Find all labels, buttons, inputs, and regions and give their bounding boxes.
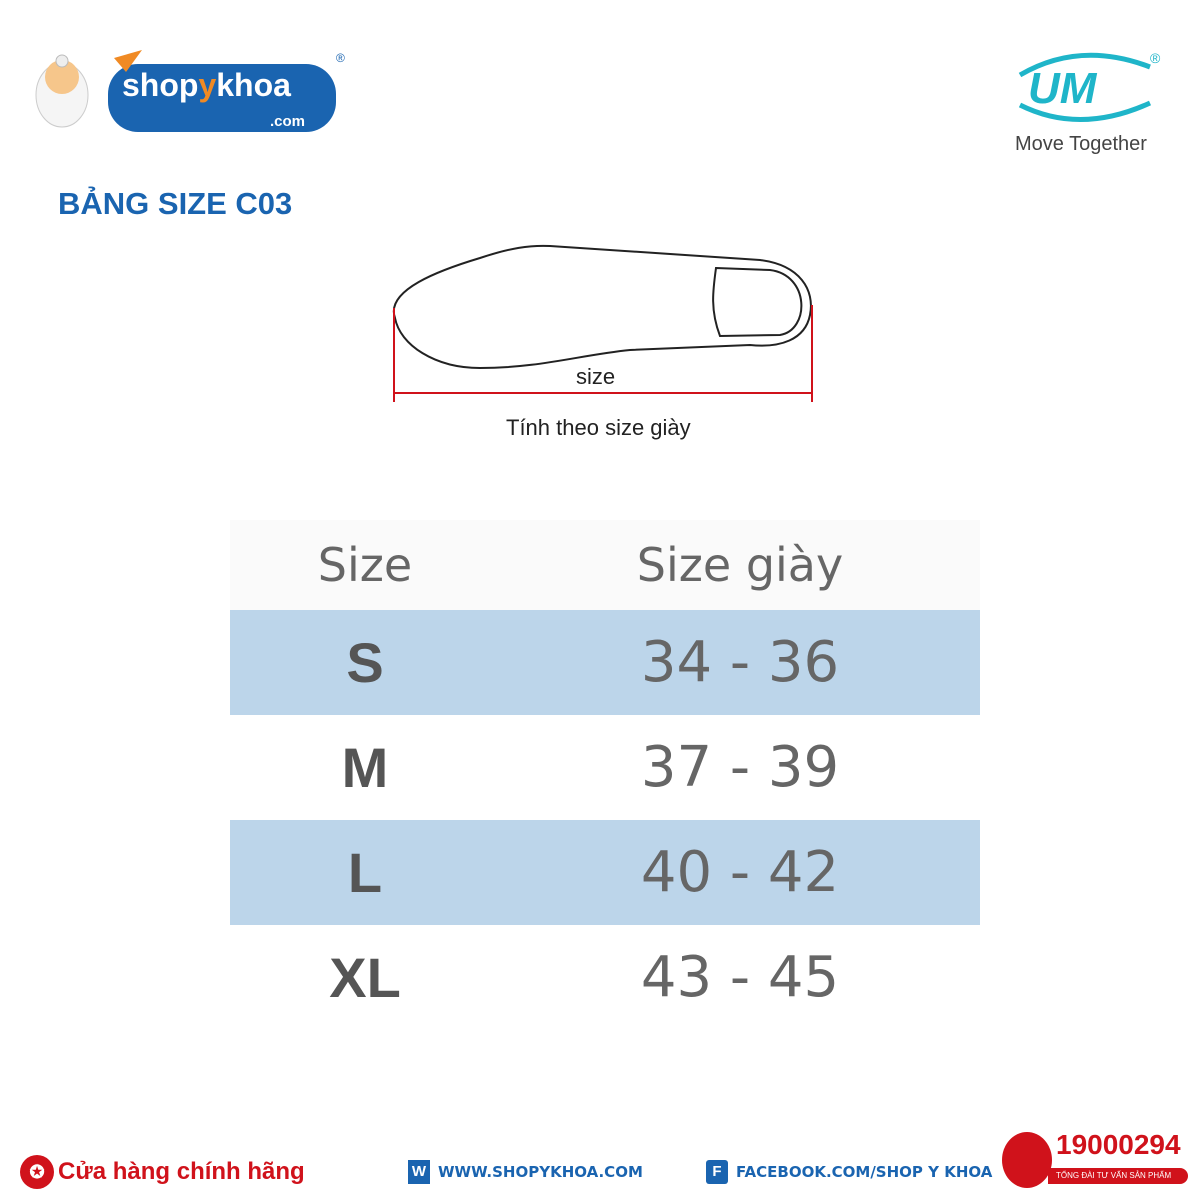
facebook-link[interactable]: FACEBOOK.COM/SHOP Y KHOA [736,1163,993,1181]
award-icon: ✪ [20,1155,54,1189]
footer-store: ✪ Cửa hàng chính hãng [20,1155,305,1189]
website-link[interactable]: WWW.SHOPYKHOA.COM [438,1163,643,1181]
um-tagline: Move Together [1015,133,1147,155]
header-shoe-size: Size giày [500,520,980,610]
table-row: M 37 - 39 [230,715,980,820]
size-table: Size Size giày S 34 - 36 M 37 - 39 L 40 … [230,520,980,1030]
shoe-size-cell: 40 - 42 [500,820,980,925]
svg-text:shopykhoa: shopykhoa [122,67,291,103]
measure-label: size [576,364,616,389]
footer-website[interactable]: W WWW.SHOPYKHOA.COM [408,1160,643,1184]
shoe-size-cell: 34 - 36 [500,610,980,715]
shopykhoa-logo: shopykhoa .com ® [30,40,350,140]
doctor-mascot-icon [1002,1132,1052,1188]
doctor-mascot-icon: shopykhoa .com ® [35,50,345,132]
website-icon: W [408,1160,430,1184]
shoe-size-cell: 37 - 39 [500,715,980,820]
insole-diagram [392,244,813,402]
hotline-caption: TỔNG ĐÀI TƯ VẤN SẢN PHẨM [1048,1168,1188,1184]
table-row: L 40 - 42 [230,820,980,925]
footer-facebook[interactable]: F FACEBOOK.COM/SHOP Y KHOA [706,1160,992,1184]
store-label: Cửa hàng chính hãng [58,1158,305,1185]
size-cell: XL [230,925,500,1030]
page-title: BẢNG SIZE C03 [58,186,293,221]
svg-text:.com: .com [270,113,305,130]
size-cell: S [230,610,500,715]
shoe-size-cell: 43 - 45 [500,925,980,1030]
footer-hotline[interactable]: 19000294 TỔNG ĐÀI TƯ VẤN SẢN PHẨM [1002,1130,1192,1196]
table-row: XL 43 - 45 [230,925,980,1030]
svg-text:UM: UM [1028,64,1098,113]
header-size: Size [230,520,500,610]
svg-text:®: ® [1150,50,1161,66]
size-cell: M [230,715,500,820]
size-cell: L [230,820,500,925]
table-header: Size Size giày [230,520,980,610]
hotline-number[interactable]: 19000294 [1056,1129,1181,1160]
measure-note: Tính theo size giày [506,415,691,440]
um-logo: UM ® Move Together [1010,45,1180,160]
table-row: S 34 - 36 [230,610,980,715]
facebook-icon: F [706,1160,728,1184]
svg-text:®: ® [336,51,345,65]
